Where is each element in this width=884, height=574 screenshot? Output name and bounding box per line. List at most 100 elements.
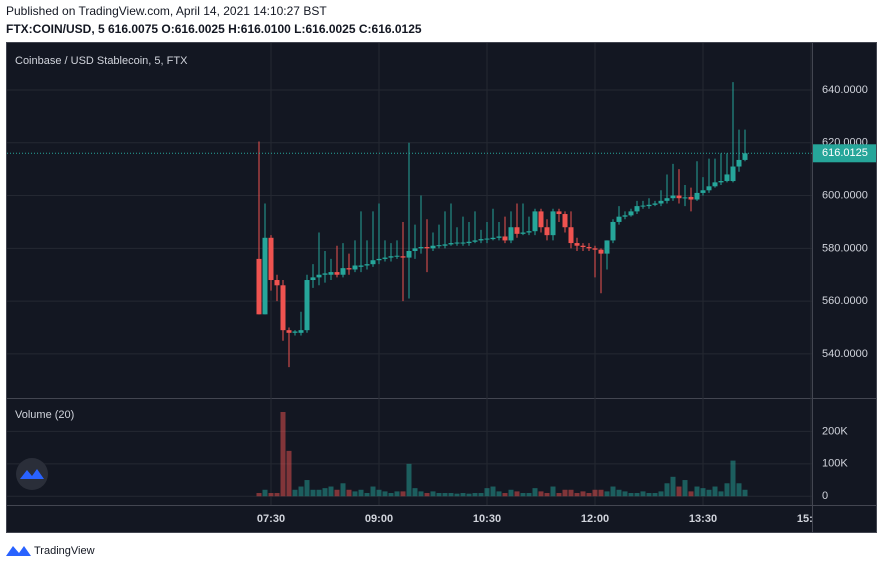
candle-body [322, 273, 328, 275]
volume-bar [472, 493, 478, 497]
volume-bar [382, 491, 388, 497]
volume-bar [604, 491, 610, 497]
volume-bar [586, 493, 592, 497]
candle-body [394, 255, 400, 257]
candle-body [544, 227, 550, 236]
x-tick-label: 15:00 [797, 513, 825, 525]
volume-bar [412, 488, 418, 497]
candle-body [724, 174, 730, 182]
volume-bar [562, 489, 568, 497]
volume-bar [718, 491, 724, 497]
candle-body [490, 237, 496, 240]
candle-body [484, 238, 490, 240]
candle-body [328, 272, 334, 275]
volume-bar [724, 483, 730, 497]
candle-body [418, 247, 424, 249]
logo-badge [16, 458, 48, 490]
volume-bar [292, 489, 298, 497]
volume-bar [328, 486, 334, 497]
candle-body [580, 245, 586, 248]
candle-body [382, 257, 388, 259]
volume-bar [508, 489, 514, 497]
candle-body [664, 198, 670, 201]
y-tick-label: 580.0000 [822, 242, 868, 254]
candle-body [304, 280, 310, 331]
candle-body [670, 195, 676, 199]
candle-body [430, 245, 436, 249]
candle-body [736, 159, 742, 167]
y-tick-label: 600.0000 [822, 189, 868, 201]
volume-bar [274, 493, 280, 497]
volume-bar [466, 493, 472, 497]
last-price-box [813, 144, 876, 163]
published-note: Published on TradingView.com, April 14, … [6, 4, 327, 18]
candle-body [610, 221, 616, 241]
volume-bar [670, 476, 676, 497]
candle-body [592, 248, 598, 250]
candle-body [604, 240, 610, 254]
volume-bar [622, 491, 628, 497]
footer-brand: TradingView [34, 545, 95, 557]
volume-bar [340, 483, 346, 497]
x-tick-label: 10:30 [473, 513, 501, 525]
volume-bar [496, 491, 502, 497]
candle-body [742, 153, 748, 160]
candle-body [688, 196, 694, 200]
volume-bar [580, 491, 586, 497]
candle-body [262, 237, 268, 315]
volume-bar [298, 486, 304, 497]
volume-bar [418, 491, 424, 497]
candle-body [502, 236, 508, 241]
volume-bar [358, 489, 364, 497]
candle-body [340, 268, 346, 275]
candle-body [400, 256, 406, 258]
candle-body [286, 330, 292, 333]
candle-body [586, 247, 592, 249]
volume-bar [364, 493, 370, 497]
candle-body [448, 243, 454, 245]
candle-body [472, 240, 478, 242]
candle-body [358, 265, 364, 267]
volume-bar [436, 493, 442, 497]
x-tick-label: 12:00 [581, 513, 609, 525]
volume-bar [406, 463, 412, 497]
volume-bar [316, 489, 322, 497]
candle-body [406, 250, 412, 258]
volume-bar [532, 488, 538, 497]
volume-bar [310, 489, 316, 497]
volume-title: Volume (20) [15, 409, 74, 421]
volume-bar [556, 493, 562, 497]
candle-body [526, 231, 532, 233]
candle-body [388, 256, 394, 258]
plot: 07:30 09:00 10:30 12:00 13:30 15:00 [7, 82, 825, 525]
footer-logo [6, 546, 31, 556]
y-tick-label: 540.0000 [822, 348, 868, 360]
candle-body [460, 242, 466, 244]
candle-body [682, 197, 688, 199]
candle-body [718, 181, 724, 183]
volume-bar [388, 493, 394, 497]
candle-body [352, 265, 358, 270]
candle-body [616, 216, 622, 222]
volume-bar [646, 493, 652, 497]
candle-body [574, 243, 580, 246]
volume-tick-label: 0 [822, 490, 828, 502]
volume-bar [640, 491, 646, 497]
volume-bar [676, 486, 682, 497]
candle-body [532, 211, 538, 232]
chart-frame [6, 42, 877, 533]
candle-body [364, 264, 370, 266]
volume-bar [514, 491, 520, 497]
volume-bar [322, 488, 328, 497]
volume-bar [700, 488, 706, 497]
candle-body [556, 211, 562, 215]
candle-body [310, 277, 316, 281]
candle-body [568, 227, 574, 244]
volume-bar [430, 491, 436, 497]
volume-bar [352, 491, 358, 497]
volume-bar [610, 486, 616, 497]
volume-bar [592, 489, 598, 497]
volume-bar [484, 488, 490, 497]
